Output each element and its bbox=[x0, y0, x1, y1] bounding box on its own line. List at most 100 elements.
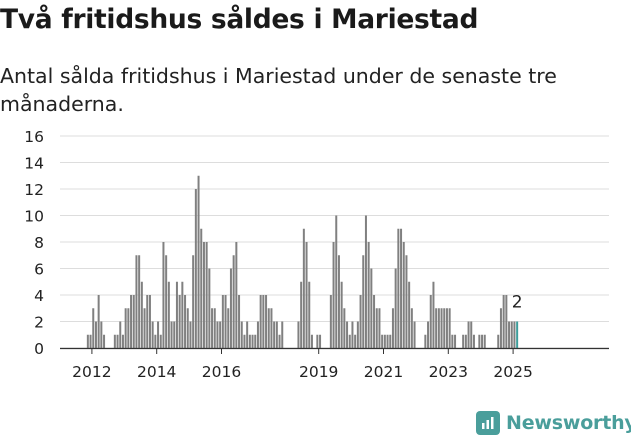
bar bbox=[173, 321, 176, 348]
bar bbox=[265, 295, 268, 348]
bar bbox=[383, 334, 386, 348]
bar bbox=[216, 321, 219, 348]
bar-latest bbox=[516, 321, 519, 348]
bar bbox=[248, 334, 251, 348]
bar bbox=[413, 321, 416, 348]
bar bbox=[300, 281, 303, 348]
x-tick-label: 2014 bbox=[137, 363, 176, 381]
bar bbox=[497, 334, 500, 348]
y-tick-label: 6 bbox=[34, 261, 44, 279]
bar bbox=[308, 281, 311, 348]
bar bbox=[429, 295, 432, 348]
x-tick-label: 2016 bbox=[202, 363, 241, 381]
bar bbox=[97, 295, 100, 348]
bar bbox=[232, 255, 235, 348]
bar bbox=[397, 228, 400, 348]
bar bbox=[472, 334, 475, 348]
bar bbox=[408, 281, 411, 348]
bar bbox=[483, 334, 486, 348]
chart-title: Två fritidshus såldes i Mariestad bbox=[0, 4, 479, 35]
bar bbox=[243, 334, 246, 348]
bar bbox=[273, 321, 276, 348]
bar bbox=[202, 242, 205, 348]
bar bbox=[100, 321, 103, 348]
bar bbox=[181, 281, 184, 348]
bar bbox=[445, 308, 448, 348]
bar bbox=[302, 228, 305, 348]
bar bbox=[219, 321, 222, 348]
bar bbox=[140, 281, 143, 348]
bar bbox=[351, 321, 354, 348]
bar bbox=[297, 321, 300, 348]
bar bbox=[362, 255, 365, 348]
data-labels: 2 bbox=[512, 293, 523, 313]
bar bbox=[481, 334, 484, 348]
y-tick-label: 12 bbox=[24, 181, 44, 199]
y-tick-label: 8 bbox=[34, 234, 44, 252]
bar bbox=[310, 334, 313, 348]
bar bbox=[170, 321, 173, 348]
bar bbox=[121, 334, 124, 348]
bar bbox=[221, 295, 224, 348]
bar bbox=[375, 308, 378, 348]
bar bbox=[224, 295, 227, 348]
bar bbox=[389, 334, 392, 348]
bar bbox=[400, 228, 403, 348]
x-tick-label: 2021 bbox=[364, 363, 403, 381]
bar bbox=[337, 255, 340, 348]
bar bbox=[505, 295, 508, 348]
bar bbox=[348, 334, 351, 348]
bar bbox=[435, 308, 438, 348]
bar bbox=[340, 281, 343, 348]
bar bbox=[189, 321, 192, 348]
bar bbox=[143, 308, 146, 348]
bar bbox=[513, 321, 516, 348]
bar bbox=[367, 242, 370, 348]
bar bbox=[256, 321, 259, 348]
bar bbox=[119, 321, 122, 348]
y-tick-label: 4 bbox=[34, 287, 44, 305]
bar bbox=[391, 308, 394, 348]
bar bbox=[356, 321, 359, 348]
bar bbox=[346, 321, 349, 348]
latest-value-label: 2 bbox=[512, 293, 523, 313]
bar bbox=[319, 334, 322, 348]
bar bbox=[175, 281, 178, 348]
bar bbox=[499, 308, 502, 348]
bar bbox=[103, 334, 106, 348]
bar bbox=[270, 308, 273, 348]
bar bbox=[259, 295, 262, 348]
x-tick-label: 2012 bbox=[72, 363, 111, 381]
bar bbox=[192, 255, 195, 348]
bar bbox=[508, 321, 511, 348]
bar bbox=[94, 321, 97, 348]
bar bbox=[86, 334, 89, 348]
bar bbox=[478, 334, 481, 348]
bar bbox=[440, 308, 443, 348]
bar bbox=[370, 268, 373, 348]
bar bbox=[364, 215, 367, 348]
bar bbox=[267, 308, 270, 348]
bar bbox=[467, 321, 470, 348]
bar bbox=[178, 295, 181, 348]
bar bbox=[238, 295, 241, 348]
bar bbox=[278, 334, 281, 348]
bar bbox=[138, 255, 141, 348]
bar bbox=[162, 242, 165, 348]
bar bbox=[462, 334, 465, 348]
bar bbox=[470, 321, 473, 348]
bar bbox=[335, 215, 338, 348]
bar bbox=[132, 295, 135, 348]
bar bbox=[329, 295, 332, 348]
bar bbox=[437, 308, 440, 348]
x-axis: 2012 2014 2016 2019 2021 2023 2025 bbox=[60, 347, 609, 381]
bar bbox=[316, 334, 319, 348]
x-tick-label: 2019 bbox=[299, 363, 338, 381]
bar bbox=[386, 334, 389, 348]
y-axis-ticks: 0 2 4 6 8 10 12 14 16 bbox=[24, 128, 44, 358]
bar bbox=[148, 295, 151, 348]
bar bbox=[205, 242, 208, 348]
bar bbox=[281, 321, 284, 348]
y-tick-label: 14 bbox=[24, 155, 44, 173]
bar bbox=[305, 242, 308, 348]
